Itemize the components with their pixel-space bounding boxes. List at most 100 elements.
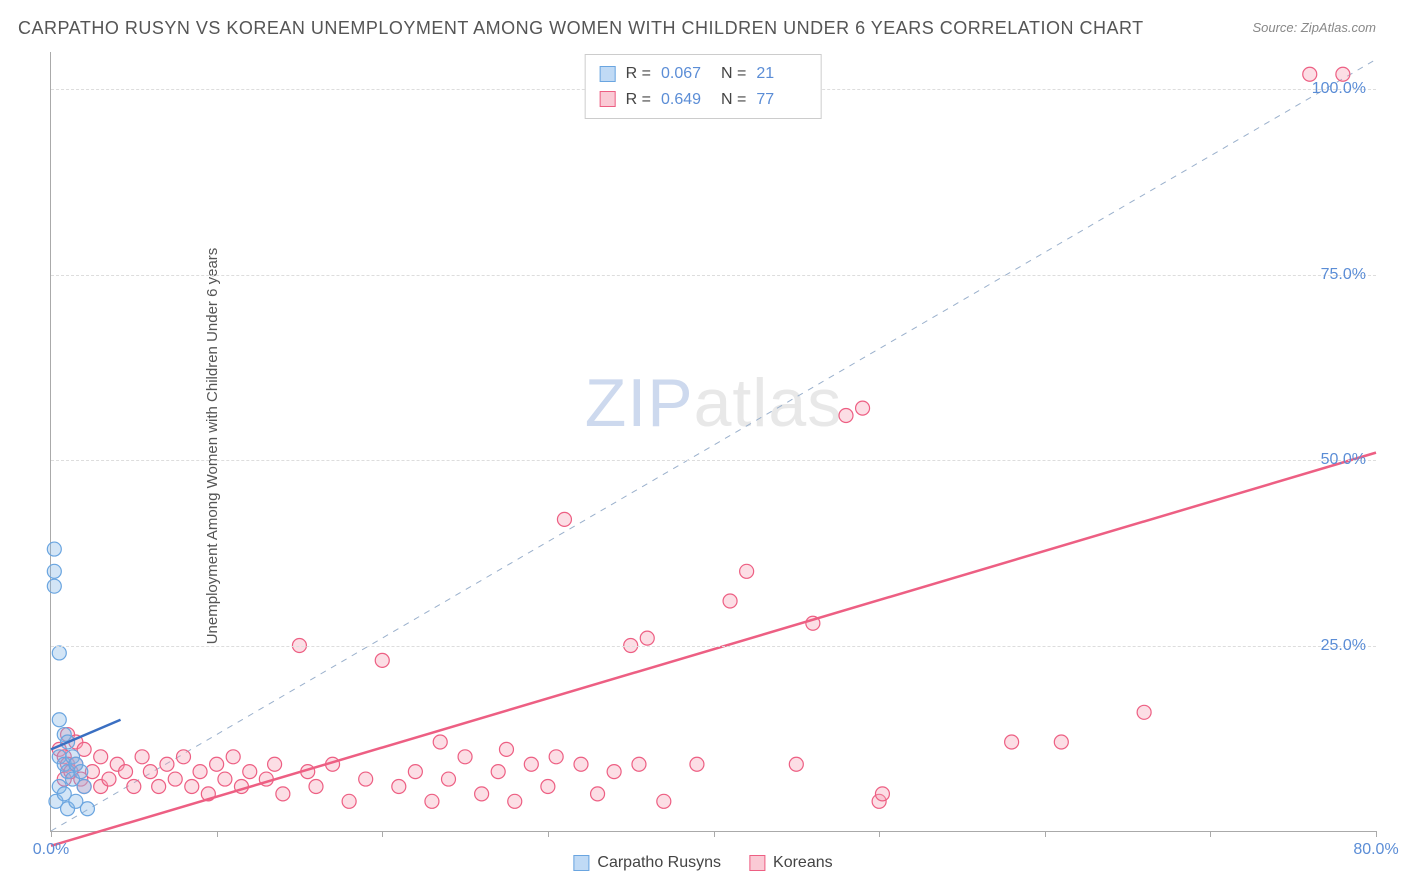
data-point-blue: [47, 579, 61, 593]
data-point-pink: [342, 794, 356, 808]
data-point-pink: [491, 765, 505, 779]
data-point-pink: [408, 765, 422, 779]
data-point-pink: [1054, 735, 1068, 749]
x-tick: [1045, 831, 1046, 837]
data-point-pink: [375, 653, 389, 667]
data-point-pink: [168, 772, 182, 786]
legend-stats-row-pink: R = 0.649 N = 77: [600, 87, 807, 113]
n-value-pink: 77: [756, 87, 806, 113]
y-tick-label: 75.0%: [1321, 266, 1366, 284]
n-value-blue: 21: [756, 61, 806, 87]
data-point-pink: [1137, 705, 1151, 719]
data-point-pink: [143, 765, 157, 779]
legend-stats: R = 0.067 N = 21 R = 0.649 N = 77: [585, 54, 822, 119]
gridline-h: [51, 275, 1376, 276]
x-tick: [382, 831, 383, 837]
data-point-pink: [541, 779, 555, 793]
legend-stats-row-blue: R = 0.067 N = 21: [600, 61, 807, 87]
data-point-pink: [392, 779, 406, 793]
y-tick-label: 100.0%: [1312, 80, 1366, 98]
data-point-pink: [135, 750, 149, 764]
x-tick-label: 0.0%: [33, 841, 69, 859]
legend-label-pink: Koreans: [773, 854, 833, 872]
x-tick: [1376, 831, 1377, 837]
data-point-pink: [875, 787, 889, 801]
data-point-pink: [226, 750, 240, 764]
data-point-blue: [52, 646, 66, 660]
data-point-pink: [549, 750, 563, 764]
data-point-pink: [359, 772, 373, 786]
data-point-pink: [740, 564, 754, 578]
swatch-pink-icon: [749, 855, 765, 871]
data-point-pink: [591, 787, 605, 801]
trend-line-pink: [51, 453, 1376, 846]
data-point-pink: [152, 779, 166, 793]
data-point-blue: [47, 564, 61, 578]
data-point-pink: [508, 794, 522, 808]
legend-label-blue: Carpatho Rusyns: [597, 854, 721, 872]
x-tick-label: 80.0%: [1353, 841, 1398, 859]
data-point-pink: [177, 750, 191, 764]
data-point-pink: [723, 594, 737, 608]
legend-series: Carpatho Rusyns Koreans: [573, 854, 832, 872]
scatter-svg: [51, 52, 1376, 831]
data-point-pink: [499, 742, 513, 756]
data-point-pink: [607, 765, 621, 779]
data-point-pink: [524, 757, 538, 771]
swatch-pink-icon: [600, 91, 616, 107]
data-point-pink: [210, 757, 224, 771]
data-point-pink: [458, 750, 472, 764]
y-tick-label: 25.0%: [1321, 637, 1366, 655]
data-point-pink: [657, 794, 671, 808]
data-point-pink: [276, 787, 290, 801]
data-point-pink: [160, 757, 174, 771]
source-label: Source: ZipAtlas.com: [1252, 20, 1376, 35]
data-point-pink: [119, 765, 133, 779]
chart-title: CARPATHO RUSYN VS KOREAN UNEMPLOYMENT AM…: [18, 18, 1144, 39]
data-point-pink: [789, 757, 803, 771]
data-point-pink: [268, 757, 282, 771]
y-tick-label: 50.0%: [1321, 451, 1366, 469]
n-label: N =: [721, 87, 746, 113]
x-tick: [51, 831, 52, 837]
data-point-pink: [574, 757, 588, 771]
n-label: N =: [721, 61, 746, 87]
x-tick: [1210, 831, 1211, 837]
plot-area: ZIPatlas 25.0%50.0%75.0%100.0%0.0%80.0%: [50, 52, 1376, 832]
data-point-pink: [839, 409, 853, 423]
data-point-pink: [193, 765, 207, 779]
data-point-pink: [309, 779, 323, 793]
data-point-pink: [102, 772, 116, 786]
data-point-blue: [77, 779, 91, 793]
data-point-pink: [127, 779, 141, 793]
x-tick: [548, 831, 549, 837]
gridline-h: [51, 646, 1376, 647]
data-point-pink: [185, 779, 199, 793]
data-point-pink: [433, 735, 447, 749]
swatch-blue-icon: [600, 66, 616, 82]
data-point-pink: [442, 772, 456, 786]
legend-item-blue: Carpatho Rusyns: [573, 854, 721, 872]
data-point-blue: [74, 765, 88, 779]
r-value-pink: 0.649: [661, 87, 711, 113]
r-label: R =: [626, 87, 651, 113]
data-point-pink: [475, 787, 489, 801]
data-point-pink: [243, 765, 257, 779]
data-point-blue: [52, 713, 66, 727]
legend-item-pink: Koreans: [749, 854, 833, 872]
data-point-pink: [94, 750, 108, 764]
r-value-blue: 0.067: [661, 61, 711, 87]
data-point-pink: [632, 757, 646, 771]
gridline-h: [51, 460, 1376, 461]
swatch-blue-icon: [573, 855, 589, 871]
data-point-pink: [557, 512, 571, 526]
data-point-pink: [640, 631, 654, 645]
data-point-pink: [856, 401, 870, 415]
data-point-blue: [80, 802, 94, 816]
data-point-blue: [47, 542, 61, 556]
data-point-pink: [1005, 735, 1019, 749]
data-point-pink: [690, 757, 704, 771]
data-point-pink: [218, 772, 232, 786]
data-point-pink: [425, 794, 439, 808]
x-tick: [714, 831, 715, 837]
